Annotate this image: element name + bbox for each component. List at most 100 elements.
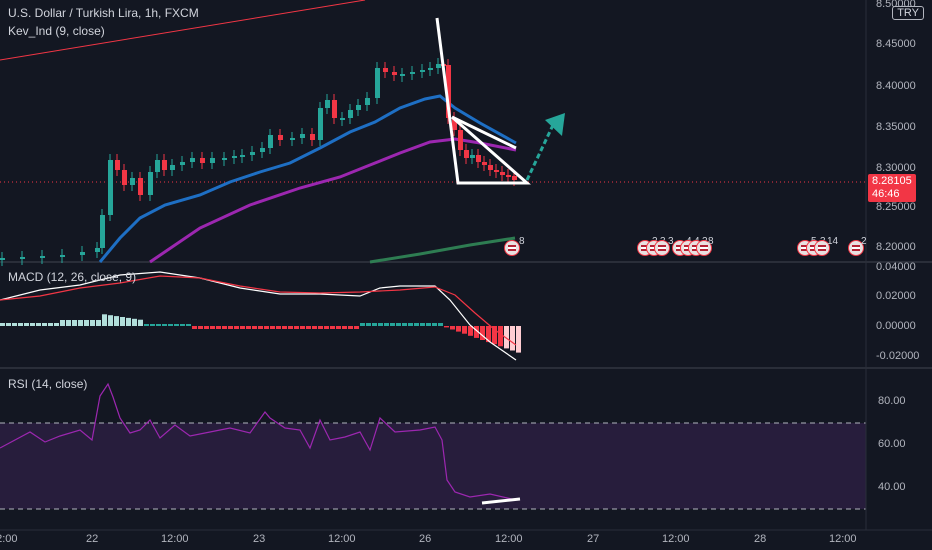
macd-bar <box>234 326 239 329</box>
event-flag-icon[interactable] <box>814 240 830 256</box>
event-flag-icon[interactable] <box>654 240 670 256</box>
macd-bar <box>18 323 23 326</box>
last-price-value: 8.28105 <box>872 175 912 187</box>
time-label: 12:00 <box>662 533 690 545</box>
candle-body <box>200 158 205 163</box>
candle-body <box>476 155 481 162</box>
candle-body <box>310 134 315 140</box>
rsi-tick: 40.00 <box>878 481 906 493</box>
indicator-legend[interactable]: Kev_Ind (9, close) <box>8 24 105 38</box>
candle-body <box>162 160 167 170</box>
macd-bar <box>36 323 41 326</box>
currency-badge[interactable]: TRY <box>892 6 924 20</box>
candle-body <box>340 118 345 120</box>
macd-bar <box>252 326 257 329</box>
macd-bar <box>420 323 425 326</box>
macd-bar <box>138 319 143 326</box>
time-label: 26 <box>419 533 432 545</box>
event-flag-icon[interactable] <box>504 240 520 256</box>
candle-body <box>318 108 323 140</box>
candle-body <box>155 160 160 172</box>
macd-bar <box>186 324 191 326</box>
candle-body <box>20 257 25 259</box>
macd-bar <box>30 323 35 326</box>
candle-body <box>500 172 505 175</box>
macd-bar <box>396 323 401 326</box>
time-label: 23 <box>253 533 266 545</box>
candle-body <box>210 158 215 163</box>
macd-bar <box>48 323 53 326</box>
macd-bar <box>342 326 347 329</box>
rsi-legend[interactable]: RSI (14, close) <box>8 377 87 391</box>
macd-bar <box>66 320 71 326</box>
macd-bar <box>516 326 521 353</box>
macd-title: MACD <box>8 270 44 284</box>
event-count: 8 <box>519 236 525 247</box>
macd-bar <box>408 323 413 326</box>
macd-bar <box>336 326 341 329</box>
candle-body <box>268 135 273 148</box>
indicator-params: (9, close) <box>55 24 105 38</box>
candle-body <box>458 130 463 150</box>
macd-bar <box>216 326 221 329</box>
macd-bar <box>438 323 443 326</box>
candle-body <box>332 100 337 118</box>
price-tick: 8.30000 <box>876 162 916 174</box>
countdown: 46:46 <box>872 188 900 200</box>
candle-body <box>325 100 330 108</box>
event-flag-icon[interactable] <box>696 240 712 256</box>
macd-bar <box>108 315 113 326</box>
time-label: 12:00 <box>829 533 857 545</box>
candle-body <box>512 176 517 180</box>
candle-body <box>420 70 425 72</box>
price-tick: 8.50000 <box>876 0 916 10</box>
pennant-drawing <box>435 17 531 185</box>
macd-bar <box>282 326 287 329</box>
macd-legend[interactable]: MACD (12, 26, close, 9) <box>8 270 136 284</box>
macd-bar <box>372 323 377 326</box>
event-flag-icon[interactable] <box>848 240 864 256</box>
macd-bar <box>180 324 185 326</box>
time-label: 22 <box>86 533 99 545</box>
candle-body <box>494 170 499 172</box>
macd-bar <box>150 324 155 326</box>
macd-bar <box>60 320 65 326</box>
macd-bar <box>240 326 245 329</box>
macd-bar <box>54 323 59 326</box>
macd-bar <box>360 323 365 326</box>
ema-long-line <box>369 236 516 264</box>
macd-bar <box>402 323 407 326</box>
candle-body <box>290 138 295 140</box>
candle-body <box>190 158 195 162</box>
macd-bar <box>210 326 215 329</box>
macd-bar <box>114 316 119 326</box>
macd-histogram <box>0 314 521 353</box>
macd-bar <box>168 324 173 326</box>
candle-body <box>278 135 283 140</box>
event-count: 14 <box>827 236 839 247</box>
symbol-title[interactable]: U.S. Dollar / Turkish Lira, 1h, FXCM <box>8 6 199 20</box>
rsi-title: RSI <box>8 377 29 391</box>
macd-bar <box>102 314 107 326</box>
macd-bar <box>96 320 101 326</box>
macd-line <box>0 271 517 361</box>
price-tick: 8.35000 <box>876 121 916 133</box>
rsi-params: (14, close) <box>31 377 88 391</box>
candle-body <box>108 160 113 215</box>
macd-bar <box>432 323 437 326</box>
time-label: 28 <box>754 533 767 545</box>
macd-bar <box>156 324 161 326</box>
candle-body <box>180 162 185 165</box>
rsi-tick: 60.00 <box>878 438 906 450</box>
rsi-line <box>0 382 517 501</box>
candle-body <box>452 118 457 130</box>
macd-bar <box>510 326 515 351</box>
macd-bar <box>486 326 491 343</box>
macd-bar <box>474 326 479 338</box>
macd-bar <box>246 326 251 329</box>
macd-bar <box>120 317 125 326</box>
macd-bar <box>492 326 497 345</box>
macd-bar <box>90 320 95 326</box>
candle-body <box>122 170 127 185</box>
